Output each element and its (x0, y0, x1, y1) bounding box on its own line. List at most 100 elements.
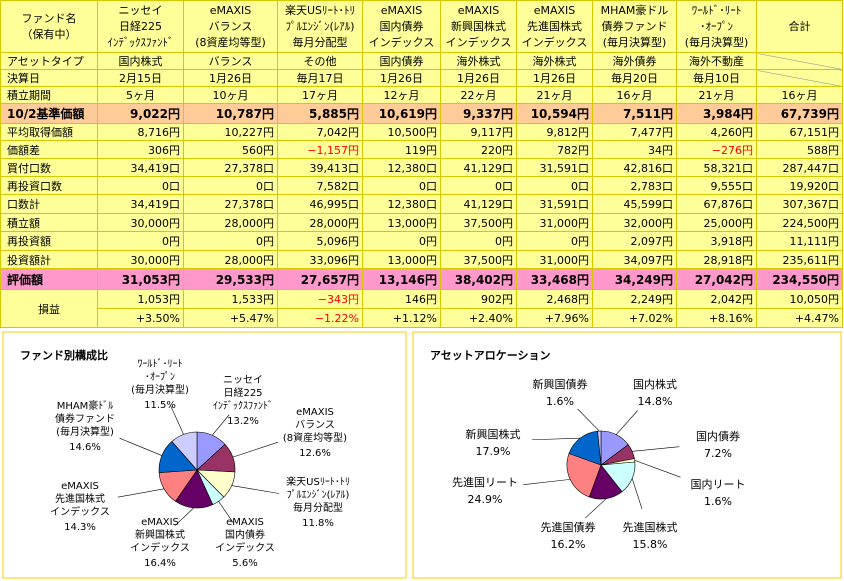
cell: 10ヶ月 (183, 86, 278, 104)
cell: 307,367口 (756, 194, 843, 214)
table-row: 価額差 306円 560円 −1,157円 119円 220円 782円 34円 −276円 58… (0, 140, 843, 159)
cell: 782円 (516, 140, 593, 159)
slice-label: 新興国株式 (466, 427, 521, 441)
cell: 10,619円 (362, 103, 441, 124)
leader-line (632, 446, 680, 452)
cell: 5,096円 (277, 231, 363, 251)
leader-line (616, 410, 638, 435)
cell: 13,146円 (362, 268, 441, 290)
cell: 19,920口 (756, 176, 843, 195)
cell: −1.22% (277, 308, 363, 328)
column-header: eMAXIS 国内債券 インデックス (362, 0, 441, 53)
cell: 67,151円 (756, 123, 843, 141)
cell: 58,321口 (676, 158, 757, 177)
cell: 2,783口 (592, 176, 677, 195)
cell: 22ヶ月 (440, 86, 517, 104)
slice-label: 国内債券 (225, 528, 265, 541)
column-header-line: 合計 (788, 19, 811, 33)
cell: 31,000円 (516, 213, 593, 232)
cell: 12ヶ月 (362, 86, 441, 104)
row-label: 再投資口数 (0, 176, 98, 195)
cell: その他 (277, 52, 363, 70)
table-row: 口数計 34,419口 27,378口 46,995口 12,380口 41,129口 31… (0, 194, 843, 214)
column-header: eMAXIS 新興国株式 インデックス (440, 0, 517, 53)
cell: 34,097円 (592, 250, 677, 269)
column-header-line: eMAXIS (380, 3, 423, 17)
cell: 146円 (362, 289, 441, 309)
cell: 306円 (97, 140, 184, 159)
column-header-line: (毎月決算型) (684, 35, 749, 49)
row-label: 口数計 (0, 194, 98, 214)
slice-label: (8資産均等型) (283, 431, 347, 444)
slice-label: ニッセイ (223, 374, 263, 386)
cell: 32,000円 (592, 213, 677, 232)
cell: 41,129口 (440, 194, 517, 214)
cell: 7,582口 (277, 176, 363, 195)
cell: +3.50% (97, 308, 184, 328)
cell: 海外株式 (516, 52, 593, 70)
row-label: 平均取得価額 (0, 123, 98, 141)
cell: 毎月20日 (592, 69, 677, 87)
cell: 38,402円 (440, 268, 517, 290)
cell: 28,918円 (676, 250, 757, 269)
table-row: 再投資額 0円 0円 5,096円 0円 0円 0円 2,097円 3,918円 11,111円 (0, 231, 843, 251)
column-header-line: (8資産均等型) (195, 35, 266, 49)
pie-slice (566, 453, 602, 498)
slice-label: MHAM豪ﾄﾞﾙ (57, 399, 114, 412)
column-header-line: インデックス (368, 35, 435, 49)
cell: 7,042円 (277, 123, 363, 141)
cell: 国内債券 (362, 52, 441, 70)
leader-line (585, 498, 607, 519)
leader-line (231, 485, 280, 494)
slice-value-label: 13.2% (227, 416, 259, 427)
cell: 27,378口 (183, 158, 278, 177)
cell: 7,511円 (592, 103, 677, 124)
row-label: 買付口数 (0, 158, 98, 177)
column-header-line: インデックス (445, 35, 512, 49)
table-row: アセットタイプ 国内株式 バランス その他 国内債券 海外株式 海外株式 海外債券 海外不動産 (0, 52, 843, 70)
row-label: 10/2基準価額 (0, 103, 98, 124)
cell: 34,419口 (97, 158, 184, 177)
cell: 0口 (97, 176, 184, 195)
cell: 0円 (440, 231, 517, 251)
slice-value-label: 14.8% (638, 395, 673, 408)
slice-value-label: 16.4% (144, 558, 176, 569)
cell: +2.40% (440, 308, 517, 328)
slice-label: ･ｵｰﾌﾟﾝ (145, 371, 175, 383)
column-header: ニッセイ 日経225 ｲﾝﾃﾞｯｸｽﾌｧﾝﾄﾞ (97, 0, 184, 53)
cell: 1,533円 (183, 289, 278, 309)
table-row: 積立額 30,000円 28,000円 28,000円 13,000円 37,500円 31… (0, 213, 843, 232)
column-header-line: ･ｵｰﾌﾟﾝ (700, 19, 733, 33)
slice-label: 新興国株式 (135, 528, 185, 541)
cell: 9,555口 (676, 176, 757, 195)
slice-label: 先進国株式 (623, 520, 678, 534)
cell: 33,096円 (277, 250, 363, 269)
cell: +7.02% (592, 308, 677, 328)
slice-label: (毎月決算型) (131, 383, 189, 396)
column-header: MHAM豪ドル 債券ファンド (毎月決算型) (592, 0, 677, 53)
slice-value-label: 11.5% (144, 400, 176, 411)
cell: 5ヶ月 (97, 86, 184, 104)
cell: 119円 (362, 140, 441, 159)
cell: 0口 (183, 176, 278, 195)
column-header: 合計 (756, 0, 843, 53)
cell: 5,885円 (277, 103, 363, 124)
cell: 10,050円 (756, 289, 843, 309)
slice-label: 債券ファンド (55, 412, 115, 425)
column-header-line: 先進国株式 (527, 19, 582, 33)
cell: 46,995口 (277, 194, 363, 214)
chart-title: アセットアロケーション (430, 349, 551, 362)
row-label: アセットタイプ (0, 52, 98, 70)
cell: 220円 (440, 140, 517, 159)
cell: 12,380口 (362, 194, 441, 214)
cell: +4.47% (756, 308, 843, 328)
cell: 0円 (516, 231, 593, 251)
cell: 海外不動産 (676, 52, 757, 70)
slice-value-label: 14.3% (64, 522, 96, 533)
table-row: 投資額計 30,000円 28,000円 33,096円 13,000円 37,500円 3… (0, 250, 843, 269)
cell: −276円 (676, 140, 757, 159)
cell: 34,249円 (592, 268, 677, 290)
column-header: eMAXIS バランス (8資産均等型) (183, 0, 278, 53)
row-label: 積立額 (0, 213, 98, 232)
